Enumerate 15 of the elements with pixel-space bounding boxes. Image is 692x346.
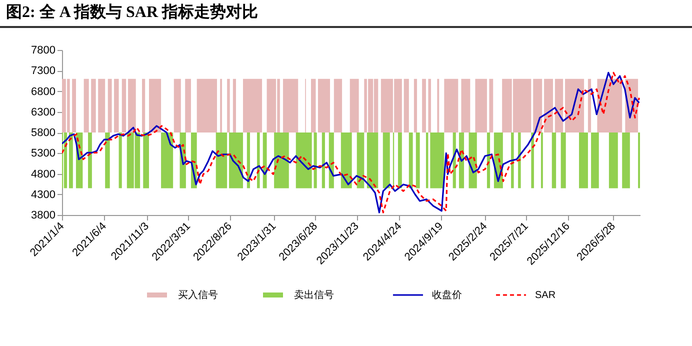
- legend-label: 买入信号: [178, 289, 218, 301]
- legend-label: SAR: [535, 290, 556, 301]
- y-tick-label: 4800: [31, 168, 56, 180]
- line-series: [62, 72, 640, 214]
- chart-title: 图2: 全 A 指数与 SAR 指标走势对比: [0, 0, 692, 28]
- y-tick-label: 7800: [31, 44, 56, 56]
- y-tick-label: 5300: [31, 148, 56, 160]
- legend-label: 卖出信号: [294, 289, 334, 301]
- y-tick-label: 3800: [31, 210, 56, 222]
- y-tick-label: 6300: [31, 106, 56, 118]
- legend-label: 收盘价: [432, 289, 462, 301]
- y-tick-label: 5800: [31, 127, 56, 139]
- y-tick-label: 4300: [31, 188, 56, 201]
- y-tick-label: 7300: [31, 65, 56, 78]
- y-tick-label: 6800: [31, 86, 56, 98]
